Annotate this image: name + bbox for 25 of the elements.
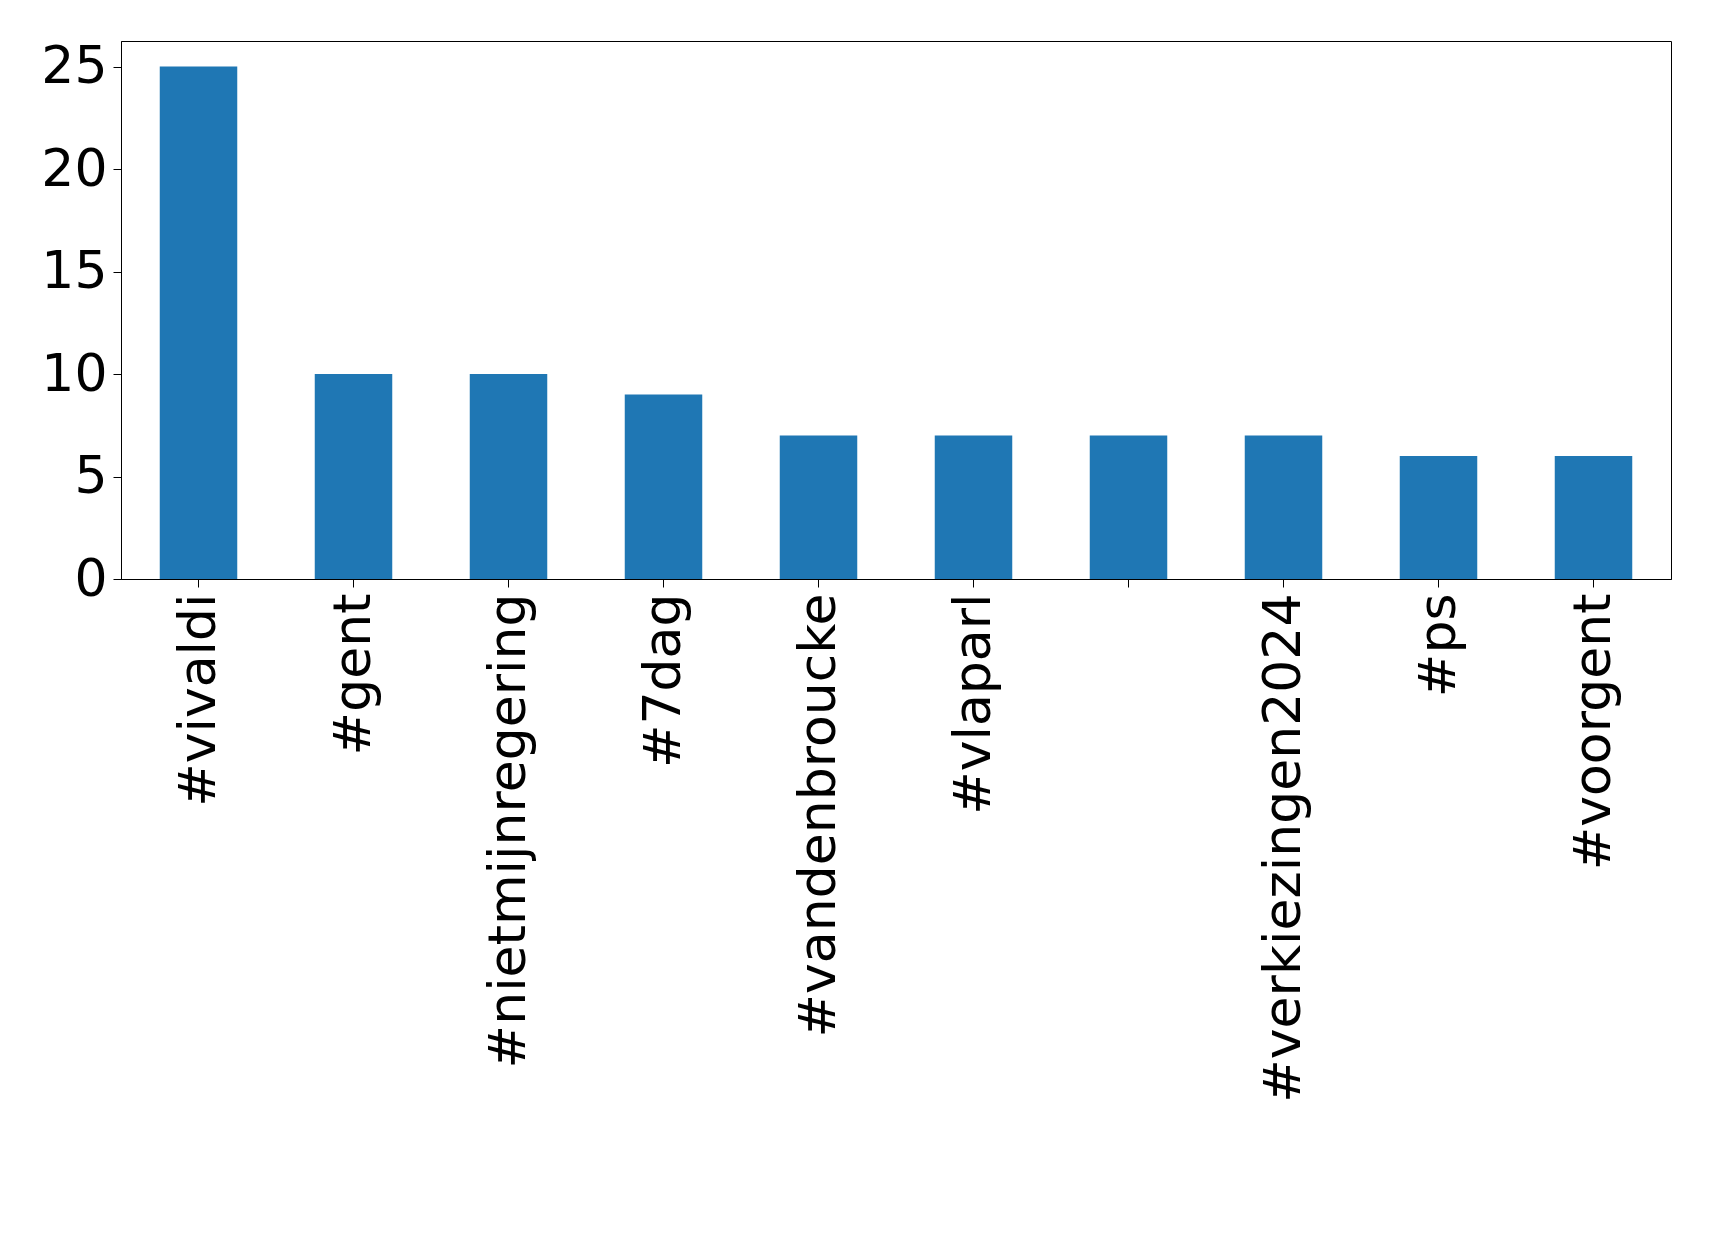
x-tick-label: #gent [321,593,382,756]
x-tick-label: #verkiezingen2024 [1251,593,1312,1103]
y-tick-label: 25 [41,35,108,96]
bar [624,394,703,579]
x-tick-label: #7dag [631,593,692,769]
bar [1554,456,1633,579]
bar [1399,456,1478,579]
y-tick-label: 10 [41,342,108,403]
bar [1244,435,1323,579]
x-tick-label: #voorgent [1561,593,1622,871]
x-tick-label: #vandenbroucke [786,593,847,1038]
y-tick-label: 15 [41,240,108,301]
bar [159,66,238,579]
x-tick-label: #vlaparl [941,593,1002,815]
bar [314,374,393,579]
x-tick-label: #ps [1406,593,1467,698]
bar [1089,435,1168,579]
bar [469,374,548,579]
y-tick-label: 0 [74,547,108,608]
x-tick-label: #nietmijnregering [476,593,537,1069]
x-tick-label: #vivaldi [166,593,227,807]
bar [779,435,858,579]
y-tick-label: 20 [41,137,108,198]
bar [934,435,1013,579]
y-tick-label: 5 [74,445,108,506]
